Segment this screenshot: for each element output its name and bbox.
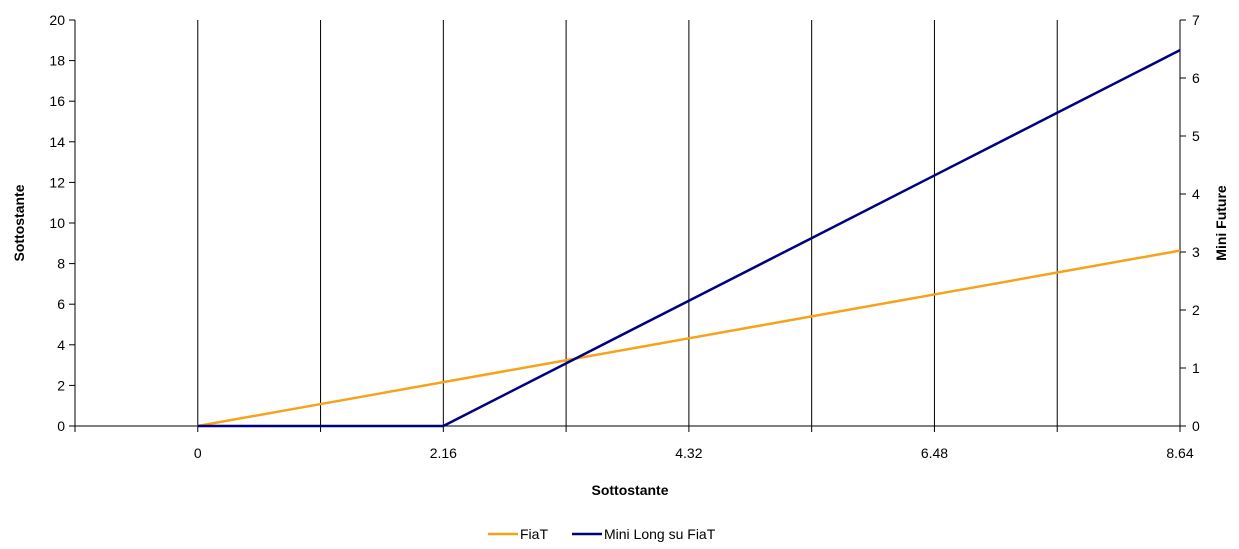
series-line-fiat (197, 249, 1181, 428)
right-tick-label: 1 (1192, 360, 1200, 376)
series-lines (197, 49, 1181, 428)
y-axis-title-right: Mini Future (1213, 185, 1229, 261)
x-tick-label: 2.16 (430, 445, 457, 461)
left-tick-label: 2 (57, 377, 65, 393)
right-tick-label: 2 (1192, 302, 1200, 318)
left-tick-label: 10 (49, 215, 65, 231)
y-axis-title-left: Sottostante (11, 184, 27, 261)
left-axis-ticks: 0 2 4 6 8 10 12 14 16 18 20 (49, 12, 75, 434)
right-tick-label: 7 (1192, 12, 1200, 28)
right-tick-label: 4 (1192, 186, 1200, 202)
legend-label: Mini Long su FiaT (604, 526, 716, 542)
legend: FiaT Mini Long su FiaT (488, 526, 716, 542)
left-tick-label: 20 (49, 12, 65, 28)
left-tick-label: 6 (57, 296, 65, 312)
x-axis-title: Sottostante (592, 482, 669, 498)
left-tick-label: 14 (49, 134, 65, 150)
x-tick-label: 6.48 (921, 445, 948, 461)
x-axis-ticks: 0 2.16 4.32 6.48 8.64 (74, 426, 1194, 461)
x-tick-label: 4.32 (675, 445, 702, 461)
right-tick-label: 0 (1192, 418, 1200, 434)
left-tick-label: 18 (49, 53, 65, 69)
left-tick-label: 12 (49, 174, 65, 190)
axes (74, 20, 1181, 427)
x-tick-label: 8.64 (1166, 445, 1193, 461)
legend-label: FiaT (520, 526, 548, 542)
series-line-mini-long-su-fiat (197, 49, 1181, 428)
right-axis-ticks: 0 1 2 3 4 5 6 7 (1180, 12, 1200, 434)
right-tick-label: 3 (1192, 244, 1200, 260)
right-tick-label: 5 (1192, 128, 1200, 144)
left-tick-label: 16 (49, 93, 65, 109)
left-tick-label: 4 (57, 337, 65, 353)
left-tick-label: 8 (57, 256, 65, 272)
gridlines (197, 20, 1181, 426)
left-tick-label: 0 (57, 418, 65, 434)
x-tick-label: 0 (194, 445, 202, 461)
right-tick-label: 6 (1192, 70, 1200, 86)
